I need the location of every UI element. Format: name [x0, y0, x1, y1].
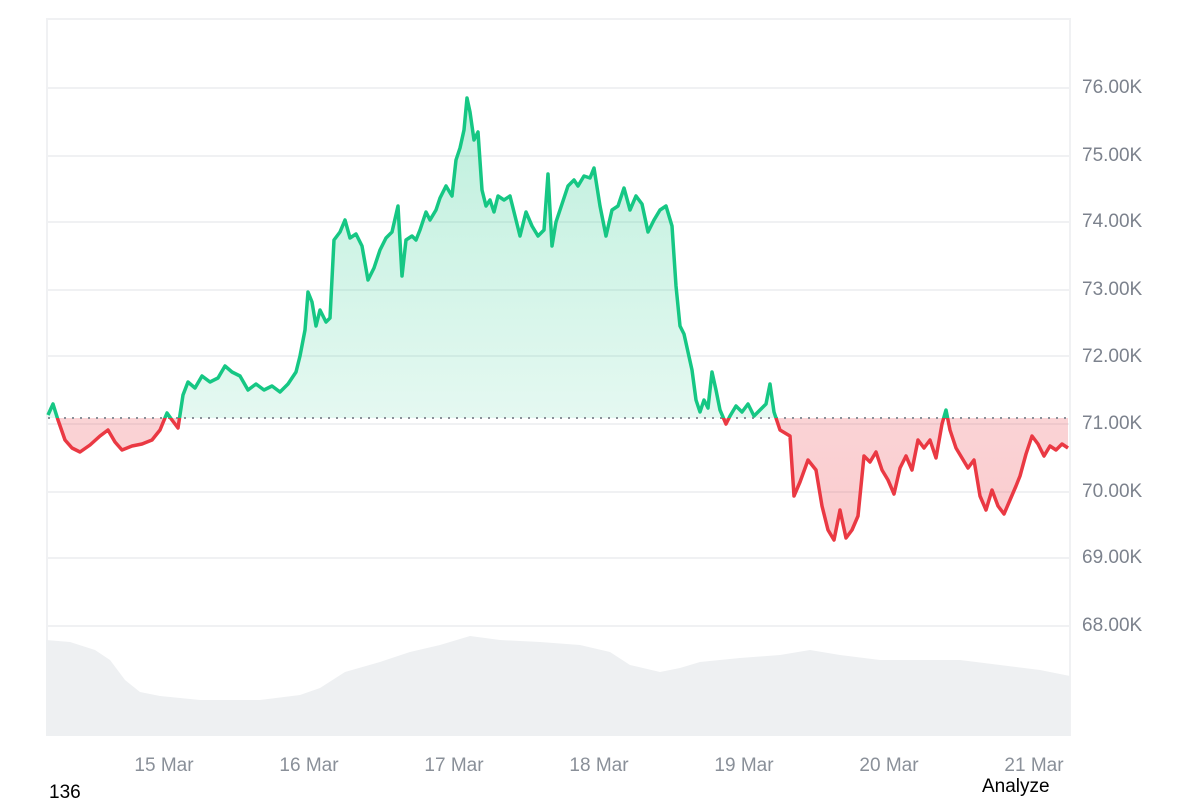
x-tick: 16 Mar [279, 755, 339, 776]
y-tick: 76.00K [1082, 77, 1143, 98]
y-tick: 72.00K [1082, 346, 1143, 367]
analyze-button[interactable]: Analyze [982, 776, 1050, 797]
y-tick: 71.00K [1082, 413, 1143, 434]
y-tick: 75.00K [1082, 145, 1143, 166]
y-tick: 68.00K [1082, 615, 1143, 636]
price-line [48, 98, 1068, 418]
x-tick: 15 Mar [134, 755, 194, 776]
below-baseline-fill [48, 418, 1068, 540]
volume-area [46, 636, 1070, 736]
x-tick: 17 Mar [424, 755, 484, 776]
y-tick: 69.00K [1082, 547, 1143, 568]
x-tick: 20 Mar [859, 755, 919, 776]
price-line-red [55, 418, 1069, 542]
y-tick: 73.00K [1082, 279, 1143, 300]
y-tick: 70.00K [1082, 481, 1143, 502]
x-tick: 18 Mar [569, 755, 629, 776]
x-tick: 21 Mar [1004, 755, 1064, 776]
footer-left-label: 136 [49, 782, 81, 803]
y-tick: 74.00K [1082, 211, 1143, 232]
x-tick: 19 Mar [714, 755, 774, 776]
chart-frame [46, 18, 1071, 736]
price-line-green [46, 96, 950, 418]
